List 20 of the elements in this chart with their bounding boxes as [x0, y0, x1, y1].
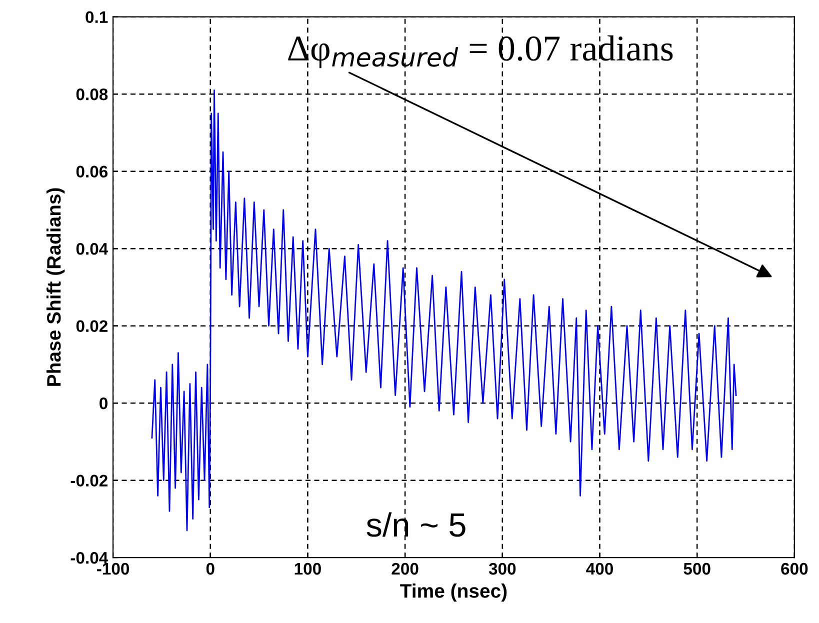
x-tick-label: 100	[294, 562, 321, 575]
y-tick-label: 0.02	[76, 320, 108, 332]
x-tick-label: 400	[586, 562, 613, 575]
x-tick-label: -100	[96, 562, 130, 575]
y-tick-label: 0.06	[76, 166, 108, 178]
x-tick-label: 500	[684, 562, 710, 575]
y-tick-label: 0.08	[76, 88, 108, 100]
y-tick-label: 0.04	[76, 242, 108, 255]
annotation: Δφ$_{measured}$ = 0.07 radians	[288, 35, 673, 68]
x-axis-title: Time (nsec)	[400, 584, 507, 602]
y-tick-label: 0	[100, 397, 108, 410]
y-axis-title: Phase Shift (Radians)	[46, 188, 65, 386]
y-tick-label: -0.02	[70, 474, 108, 487]
x-tick-label: 0	[206, 562, 214, 575]
annotation: s/n ~ 5	[366, 512, 466, 537]
x-tick-label: 600	[781, 562, 808, 575]
x-tick-label: 300	[488, 562, 516, 575]
y-tick-label: 0.1	[86, 11, 108, 24]
y-tick-label: -0.04	[70, 552, 108, 564]
x-tick-label: 200	[392, 562, 418, 575]
